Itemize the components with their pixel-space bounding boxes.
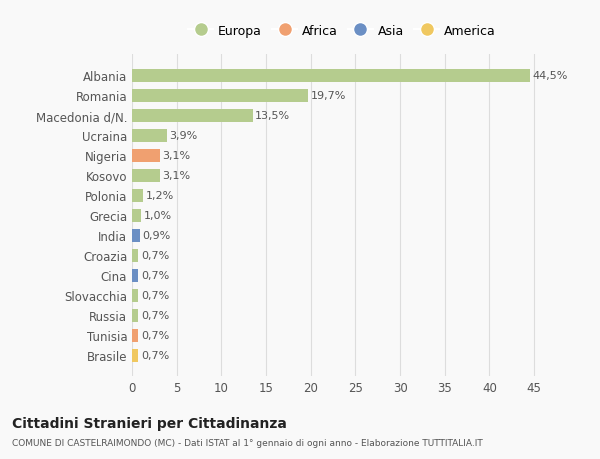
Bar: [132, 189, 143, 202]
Text: 0,7%: 0,7%: [141, 310, 169, 320]
Text: 3,1%: 3,1%: [163, 151, 191, 161]
Bar: [132, 249, 138, 262]
Text: 0,7%: 0,7%: [141, 291, 169, 301]
Text: 0,9%: 0,9%: [143, 231, 171, 241]
Bar: [132, 289, 138, 302]
Text: 44,5%: 44,5%: [532, 71, 568, 81]
Text: 13,5%: 13,5%: [256, 111, 290, 121]
Bar: [132, 129, 167, 142]
Text: 1,2%: 1,2%: [145, 191, 173, 201]
Text: 0,7%: 0,7%: [141, 251, 169, 261]
Text: COMUNE DI CASTELRAIMONDO (MC) - Dati ISTAT al 1° gennaio di ogni anno - Elaboraz: COMUNE DI CASTELRAIMONDO (MC) - Dati IST…: [12, 438, 483, 447]
Text: 1,0%: 1,0%: [143, 211, 172, 221]
Text: 3,9%: 3,9%: [170, 131, 198, 141]
Bar: [132, 229, 140, 242]
Text: 0,7%: 0,7%: [141, 270, 169, 280]
Bar: [132, 309, 138, 322]
Legend: Europa, Africa, Asia, America: Europa, Africa, Asia, America: [183, 20, 501, 43]
Bar: [132, 70, 530, 83]
Text: 0,7%: 0,7%: [141, 330, 169, 340]
Bar: [132, 209, 141, 222]
Text: 19,7%: 19,7%: [311, 91, 346, 101]
Bar: [132, 329, 138, 342]
Text: Cittadini Stranieri per Cittadinanza: Cittadini Stranieri per Cittadinanza: [12, 416, 287, 430]
Bar: [132, 90, 308, 102]
Bar: [132, 269, 138, 282]
Text: 3,1%: 3,1%: [163, 171, 191, 181]
Bar: [132, 150, 160, 162]
Bar: [132, 110, 253, 123]
Bar: [132, 349, 138, 362]
Bar: [132, 169, 160, 182]
Text: 0,7%: 0,7%: [141, 350, 169, 360]
